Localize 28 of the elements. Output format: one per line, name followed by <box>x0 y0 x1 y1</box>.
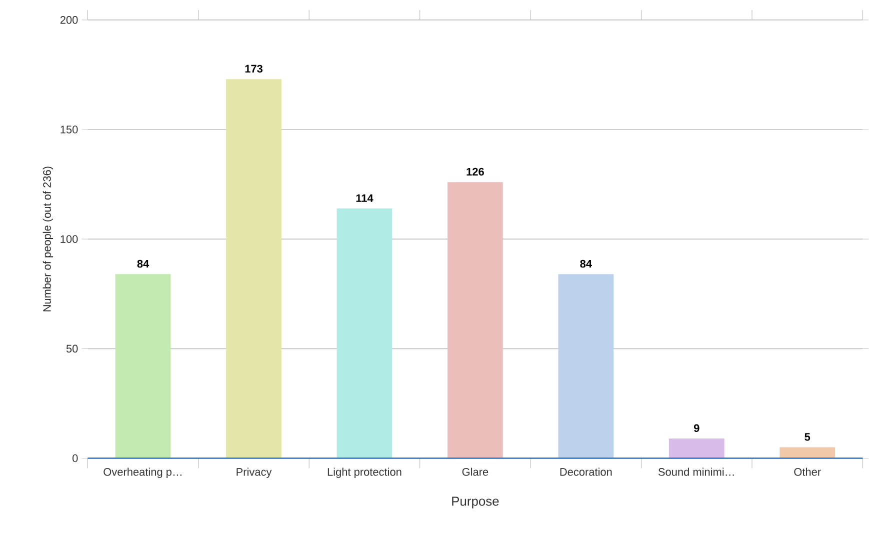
data-label: 114 <box>356 194 374 202</box>
y-axis-title: Number of people (out of 236) <box>42 166 54 312</box>
y-tick-label: 100 <box>60 235 78 243</box>
bar <box>226 79 282 458</box>
y-tick-label: 200 <box>60 16 78 24</box>
bar <box>115 274 171 458</box>
bar <box>448 182 503 458</box>
y-tick-label: 50 <box>66 344 78 353</box>
bar <box>336 208 392 458</box>
x-tick-label: Decoration <box>560 468 612 476</box>
data-label: 84 <box>580 260 592 268</box>
y-tick-label: 150 <box>60 126 78 134</box>
x-tick-label: Other <box>794 468 821 476</box>
x-tick-label: Privacy <box>236 468 272 478</box>
data-label: 173 <box>245 64 262 73</box>
data-label: 5 <box>804 433 810 441</box>
bar <box>780 447 836 458</box>
bar <box>558 274 614 458</box>
x-tick-label: Light protection <box>328 468 402 478</box>
x-axis-title: Purpose <box>452 496 499 508</box>
bar <box>668 438 724 458</box>
x-tick-label: Overheating p… <box>104 468 182 478</box>
y-tick-label: 0 <box>72 454 78 462</box>
data-label: 9 <box>694 424 700 432</box>
x-tick-label: Glare <box>462 468 488 476</box>
x-tick-label: Sound minimi… <box>658 468 734 476</box>
data-label: 126 <box>466 168 484 176</box>
data-label: 84 <box>137 260 150 268</box>
